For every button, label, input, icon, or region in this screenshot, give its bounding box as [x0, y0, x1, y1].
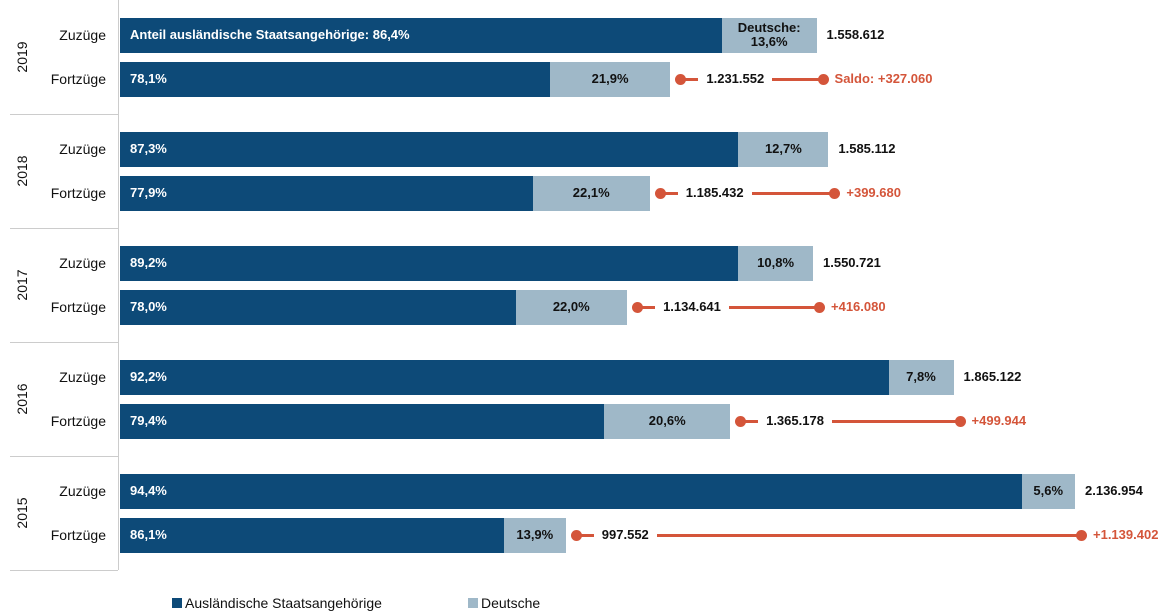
row-label: Fortzüge — [50, 299, 106, 315]
saldo-dot — [1076, 530, 1087, 541]
saldo-dot — [632, 302, 644, 313]
bar-segment — [120, 289, 516, 325]
value-label: 86,1% — [130, 527, 167, 542]
saldo-dot — [735, 416, 747, 427]
bar-segment — [120, 359, 889, 395]
bar-segment — [120, 17, 722, 53]
bar-segment — [738, 245, 813, 281]
separator — [10, 342, 118, 343]
bar-segment — [503, 517, 566, 553]
saldo-dot — [654, 188, 666, 199]
separator — [10, 456, 118, 457]
saldo-dot — [814, 302, 825, 313]
total-label: 997.552 — [593, 526, 657, 544]
bar-segment — [721, 17, 817, 53]
total-label: 1.134.641 — [655, 298, 729, 316]
bar-segment — [120, 131, 739, 167]
bar-segment — [738, 131, 829, 167]
value-label: 78,0% — [130, 299, 167, 314]
bar-segment — [120, 517, 504, 553]
total-label: 1.865.122 — [963, 369, 1022, 384]
value-label: 13,9% — [516, 527, 554, 542]
total-label: 1.185.432 — [677, 184, 752, 202]
total-label: 1.231.552 — [698, 70, 773, 88]
value-label: 78,1% — [130, 71, 167, 86]
bar-segment — [120, 61, 550, 97]
bar-segment — [120, 403, 605, 439]
legend-swatch — [468, 598, 478, 608]
saldo-dot — [829, 188, 841, 199]
value-label: 22,1% — [572, 185, 610, 200]
row-label: Fortzüge — [50, 527, 106, 543]
value-label: 10,8% — [757, 255, 795, 270]
value-label: 77,9% — [130, 185, 167, 200]
row-label: Fortzüge — [50, 185, 106, 201]
bar-segment — [120, 175, 533, 211]
value-label: 22,0% — [552, 299, 590, 314]
row-label: Zuzüge — [59, 27, 106, 43]
row-label: Fortzüge — [50, 71, 106, 87]
saldo-line — [575, 534, 1081, 537]
saldo-dot — [954, 416, 966, 427]
value-label: 7,8% — [906, 369, 936, 384]
row-label: Zuzüge — [59, 369, 106, 385]
value-label: Deutsche: 13,6% — [737, 20, 801, 49]
value-label: 94,4% — [130, 483, 167, 498]
separator — [10, 228, 118, 229]
total-label: 1.550.721 — [823, 255, 881, 270]
bar-segment — [532, 175, 650, 211]
bar-segment — [120, 245, 739, 281]
saldo-label: +499.944 — [971, 413, 1027, 428]
value-label: 79,4% — [130, 413, 167, 428]
bar-segment — [120, 473, 1022, 509]
value-label: 12,7% — [764, 141, 802, 156]
value-label: 21,9% — [591, 71, 629, 86]
total-label: 1.585.112 — [838, 141, 896, 156]
saldo-dot — [675, 74, 687, 85]
value-label: 89,2% — [130, 255, 167, 270]
legend-label: Deutsche — [481, 595, 541, 611]
bar-segment — [515, 289, 628, 325]
saldo-label: +416.080 — [831, 299, 886, 314]
row-label: Zuzüge — [59, 255, 106, 271]
legend-label: Ausländische Staatsangehörige — [185, 595, 382, 611]
value-label: Anteil ausländische Staatsangehörige: 86… — [130, 27, 410, 42]
saldo-label: +399.680 — [846, 185, 901, 200]
value-label: 92,2% — [130, 369, 167, 384]
value-label: 87,3% — [130, 141, 167, 156]
saldo-label: +1.139.402 — [1093, 527, 1159, 542]
saldo-dot — [817, 74, 829, 85]
separator — [10, 114, 118, 115]
saldo-line — [740, 420, 960, 423]
row-label: Fortzüge — [50, 413, 106, 429]
saldo-dot — [570, 530, 582, 541]
legend-swatch — [172, 598, 182, 608]
row-label: Zuzüge — [59, 141, 106, 157]
separator — [10, 570, 118, 571]
total-label: 1.558.612 — [826, 27, 885, 42]
total-label: 1.365.178 — [758, 412, 832, 430]
bar-segment — [549, 61, 671, 97]
row-label: Zuzüge — [59, 483, 106, 499]
total-label: 2.136.954 — [1085, 483, 1143, 498]
value-label: 5,6% — [1033, 483, 1064, 498]
axis-line — [118, 0, 119, 570]
saldo-label: Saldo: +327.060 — [834, 71, 933, 86]
bar-segment — [604, 403, 731, 439]
value-label: 20,6% — [648, 413, 686, 428]
bar-segment — [1021, 473, 1075, 509]
bar-segment — [888, 359, 954, 395]
